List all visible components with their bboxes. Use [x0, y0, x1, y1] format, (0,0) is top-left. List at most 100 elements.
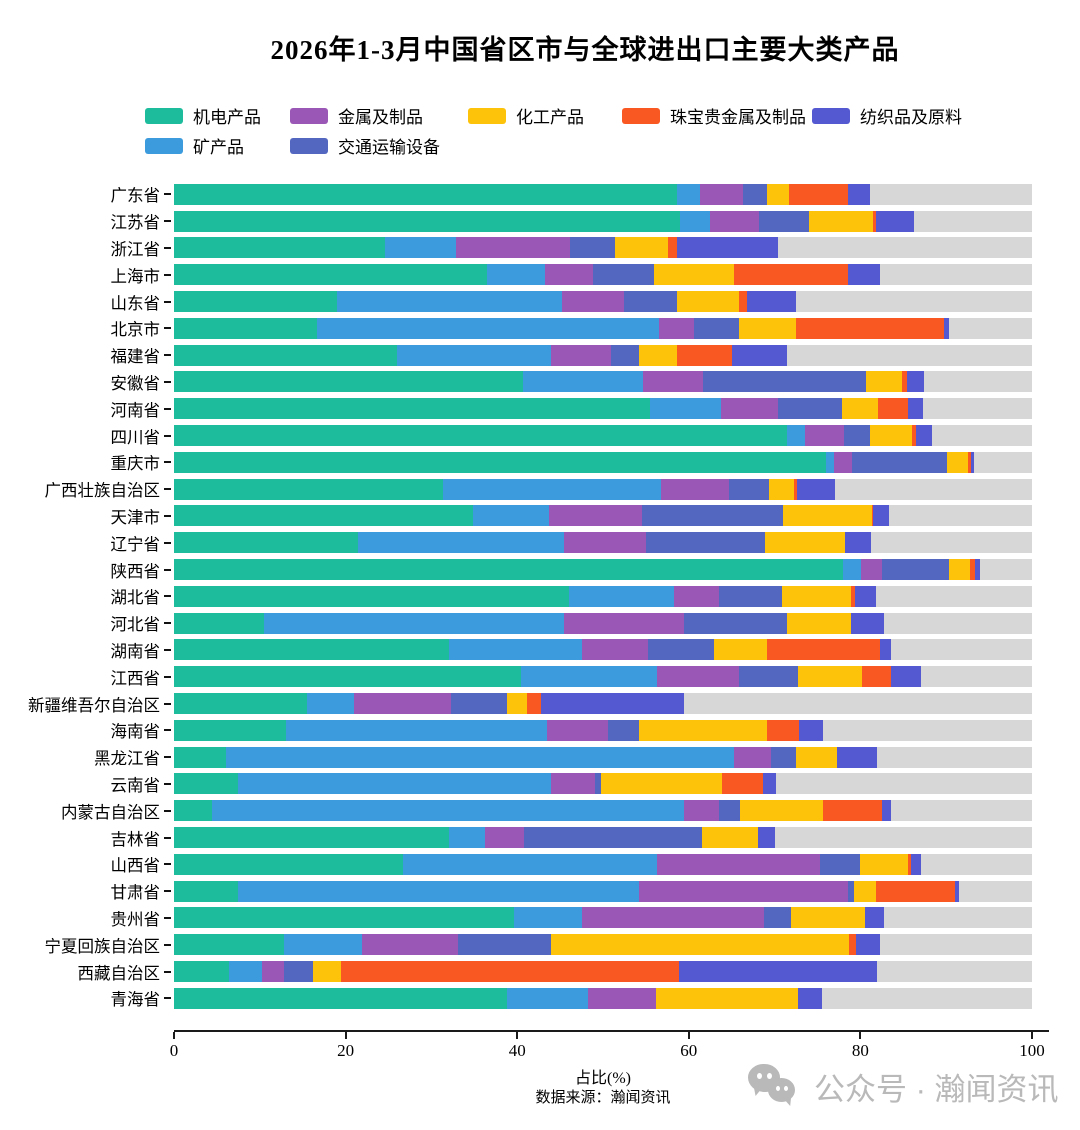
- legend-swatch-icon: [468, 107, 506, 124]
- bar-segment: [699, 183, 743, 205]
- bar-row: 湖南省: [10, 637, 1032, 664]
- category-label: 北京市: [110, 320, 161, 340]
- bar-row: 北京市: [10, 315, 1032, 342]
- bar-segment: [484, 827, 525, 849]
- bar-segment: [970, 559, 976, 581]
- bar-segment: [783, 505, 872, 527]
- bar-segment: [954, 880, 959, 902]
- y-tick: [164, 568, 171, 571]
- legend-swatch-icon: [145, 107, 183, 124]
- category-label: 黑龙江省: [94, 749, 160, 769]
- bar-row: 四川省: [10, 422, 1032, 449]
- bar-segment: [789, 183, 849, 205]
- legend-label: 珠宝贵金属及制品: [670, 108, 806, 127]
- bar-segment: [595, 773, 602, 795]
- bar-row: 重庆市: [10, 449, 1032, 476]
- bar-segment: [650, 398, 721, 420]
- legend-swatch-icon: [290, 137, 328, 154]
- bar-segment: [844, 425, 870, 447]
- bar-segment: [679, 961, 877, 982]
- category-label: 山东省: [110, 293, 161, 313]
- bar-track: [174, 800, 1032, 822]
- bar-segment: [643, 371, 704, 393]
- bar-segment: [337, 291, 562, 313]
- bar-track: [174, 987, 1032, 1009]
- bar-segment: [676, 237, 778, 259]
- bar-segment: [341, 961, 680, 982]
- category-label: 陕西省: [110, 561, 161, 581]
- category-label: 辽宁省: [110, 534, 161, 554]
- bar-segment: [808, 210, 874, 232]
- bar-track: [174, 344, 1032, 366]
- bar-segment: [174, 264, 488, 286]
- bar-segment: [174, 719, 287, 741]
- bar-segment: [523, 371, 644, 393]
- bar-segment: [541, 693, 684, 715]
- bar-segment: [582, 907, 765, 929]
- bar-segment: [174, 398, 651, 420]
- y-tick: [164, 970, 171, 973]
- bar-segment: [550, 773, 596, 795]
- category-label: 湖南省: [110, 641, 161, 661]
- bar-segment: [847, 880, 855, 902]
- bar-segment: [174, 344, 398, 366]
- bar-track: [174, 934, 1032, 956]
- bar-segment: [859, 853, 909, 875]
- bar-row: 广西壮族自治区: [10, 476, 1032, 503]
- x-tick-label: 40: [508, 1041, 526, 1060]
- bar-segment: [871, 505, 874, 527]
- bar-segment: [442, 478, 662, 500]
- bar-segment: [228, 961, 262, 982]
- category-label: 安徽省: [110, 373, 161, 393]
- bar-segment: [674, 585, 719, 607]
- y-tick: [164, 943, 171, 946]
- bar-segment: [654, 264, 735, 286]
- bar-segment: [790, 907, 865, 929]
- x-tick: [516, 1032, 519, 1039]
- bar-segment: [798, 719, 824, 741]
- bar-row: 甘肃省: [10, 878, 1032, 905]
- category-label: 上海市: [110, 266, 161, 286]
- bar-segment: [875, 880, 955, 902]
- bar-segment: [449, 827, 485, 849]
- bar-segment: [850, 612, 885, 634]
- bar-segment: [844, 532, 871, 554]
- legend-label: 化工产品: [516, 108, 584, 127]
- bar-row: 河北省: [10, 610, 1032, 637]
- bar-segment: [796, 317, 944, 339]
- bar-segment: [385, 237, 457, 259]
- bar-segment: [610, 344, 640, 366]
- bar-segment: [861, 559, 882, 581]
- bar-row: 浙江省: [10, 235, 1032, 262]
- bar-segment: [703, 371, 866, 393]
- bar-segment: [796, 478, 836, 500]
- bar-segment: [731, 344, 787, 366]
- x-tick-label: 60: [680, 1041, 698, 1060]
- wechat-icon: [748, 1062, 800, 1110]
- bar-track: [174, 425, 1032, 447]
- bar-segment: [174, 237, 386, 259]
- bar-segment: [948, 559, 971, 581]
- bar-segment: [473, 505, 549, 527]
- bar-segment: [588, 987, 657, 1009]
- legend-label: 矿产品: [193, 138, 244, 157]
- bar-segment: [778, 398, 842, 420]
- bar-segment: [174, 505, 474, 527]
- bar-segment: [968, 451, 972, 473]
- bar-segment: [226, 746, 735, 768]
- bar-segment: [864, 907, 884, 929]
- x-tick-label: 20: [337, 1041, 355, 1060]
- bar-segment: [317, 317, 659, 339]
- bar-segment: [264, 612, 564, 634]
- bar-segment: [911, 425, 917, 447]
- category-label: 新疆维吾尔自治区: [28, 695, 160, 715]
- bar-segment: [878, 398, 908, 420]
- category-label: 广东省: [110, 186, 161, 206]
- bar-segment: [851, 451, 948, 473]
- bar-segment: [729, 478, 770, 500]
- bar-segment: [837, 746, 877, 768]
- bar-row: 宁夏回族自治区: [10, 931, 1032, 958]
- bar-segment: [849, 934, 857, 956]
- bar-segment: [174, 317, 318, 339]
- bar-row: 青海省: [10, 985, 1032, 1012]
